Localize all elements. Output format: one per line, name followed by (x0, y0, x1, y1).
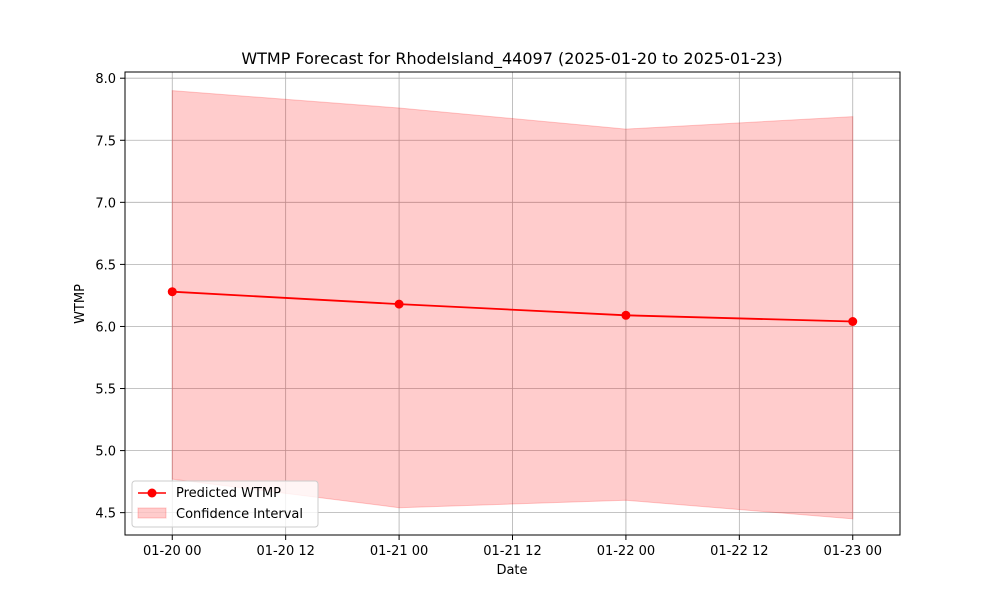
y-tick-label: 7.5 (95, 134, 116, 149)
y-ticks: 4.5 5.0 5.5 6.0 6.5 7.0 7.5 8.0 (95, 72, 125, 522)
prediction-point (167, 287, 177, 297)
prediction-line (172, 290, 853, 323)
legend-band-swatch (137, 507, 167, 519)
legend: Predicted WTMP Confidence Interval (131, 480, 319, 528)
y-tick-label: 8.0 (95, 72, 116, 87)
legend-label-confidence: Confidence Interval (176, 507, 303, 522)
chart-title: WTMP Forecast for RhodeIsland_44097 (202… (241, 49, 782, 69)
y-tick-label: 5.5 (95, 383, 116, 398)
confidence-band (171, 90, 854, 520)
prediction-line-layer (167, 287, 858, 326)
y-tick-label: 7.0 (95, 196, 116, 211)
x-ticks: 01-20 00 01-20 12 01-21 00 01-21 12 01-22 00… (143, 535, 882, 559)
x-axis-label: Date (496, 563, 527, 578)
x-tick-label: 01-20 00 (143, 544, 201, 559)
grid (125, 72, 900, 535)
x-tick-label: 01-20 12 (256, 544, 314, 559)
x-tick-label: 01-23 00 (824, 544, 882, 559)
x-tick-label: 01-22 12 (710, 544, 768, 559)
prediction-point (621, 310, 631, 320)
confidence-band-layer (171, 90, 854, 520)
y-tick-label: 5.0 (95, 445, 116, 460)
y-tick-label: 6.0 (95, 320, 116, 335)
y-axis-label: WTMP (73, 284, 88, 324)
x-tick-label: 01-22 00 (597, 544, 655, 559)
y-tick-label: 4.5 (95, 507, 116, 522)
legend-box (131, 480, 319, 528)
x-tick-label: 01-21 00 (370, 544, 428, 559)
y-tick-label: 6.5 (95, 258, 116, 273)
prediction-point (848, 316, 858, 326)
legend-marker-swatch (147, 488, 157, 498)
legend-label-predicted: Predicted WTMP (176, 486, 281, 501)
prediction-point (394, 299, 404, 309)
x-tick-label: 01-21 12 (483, 544, 541, 559)
